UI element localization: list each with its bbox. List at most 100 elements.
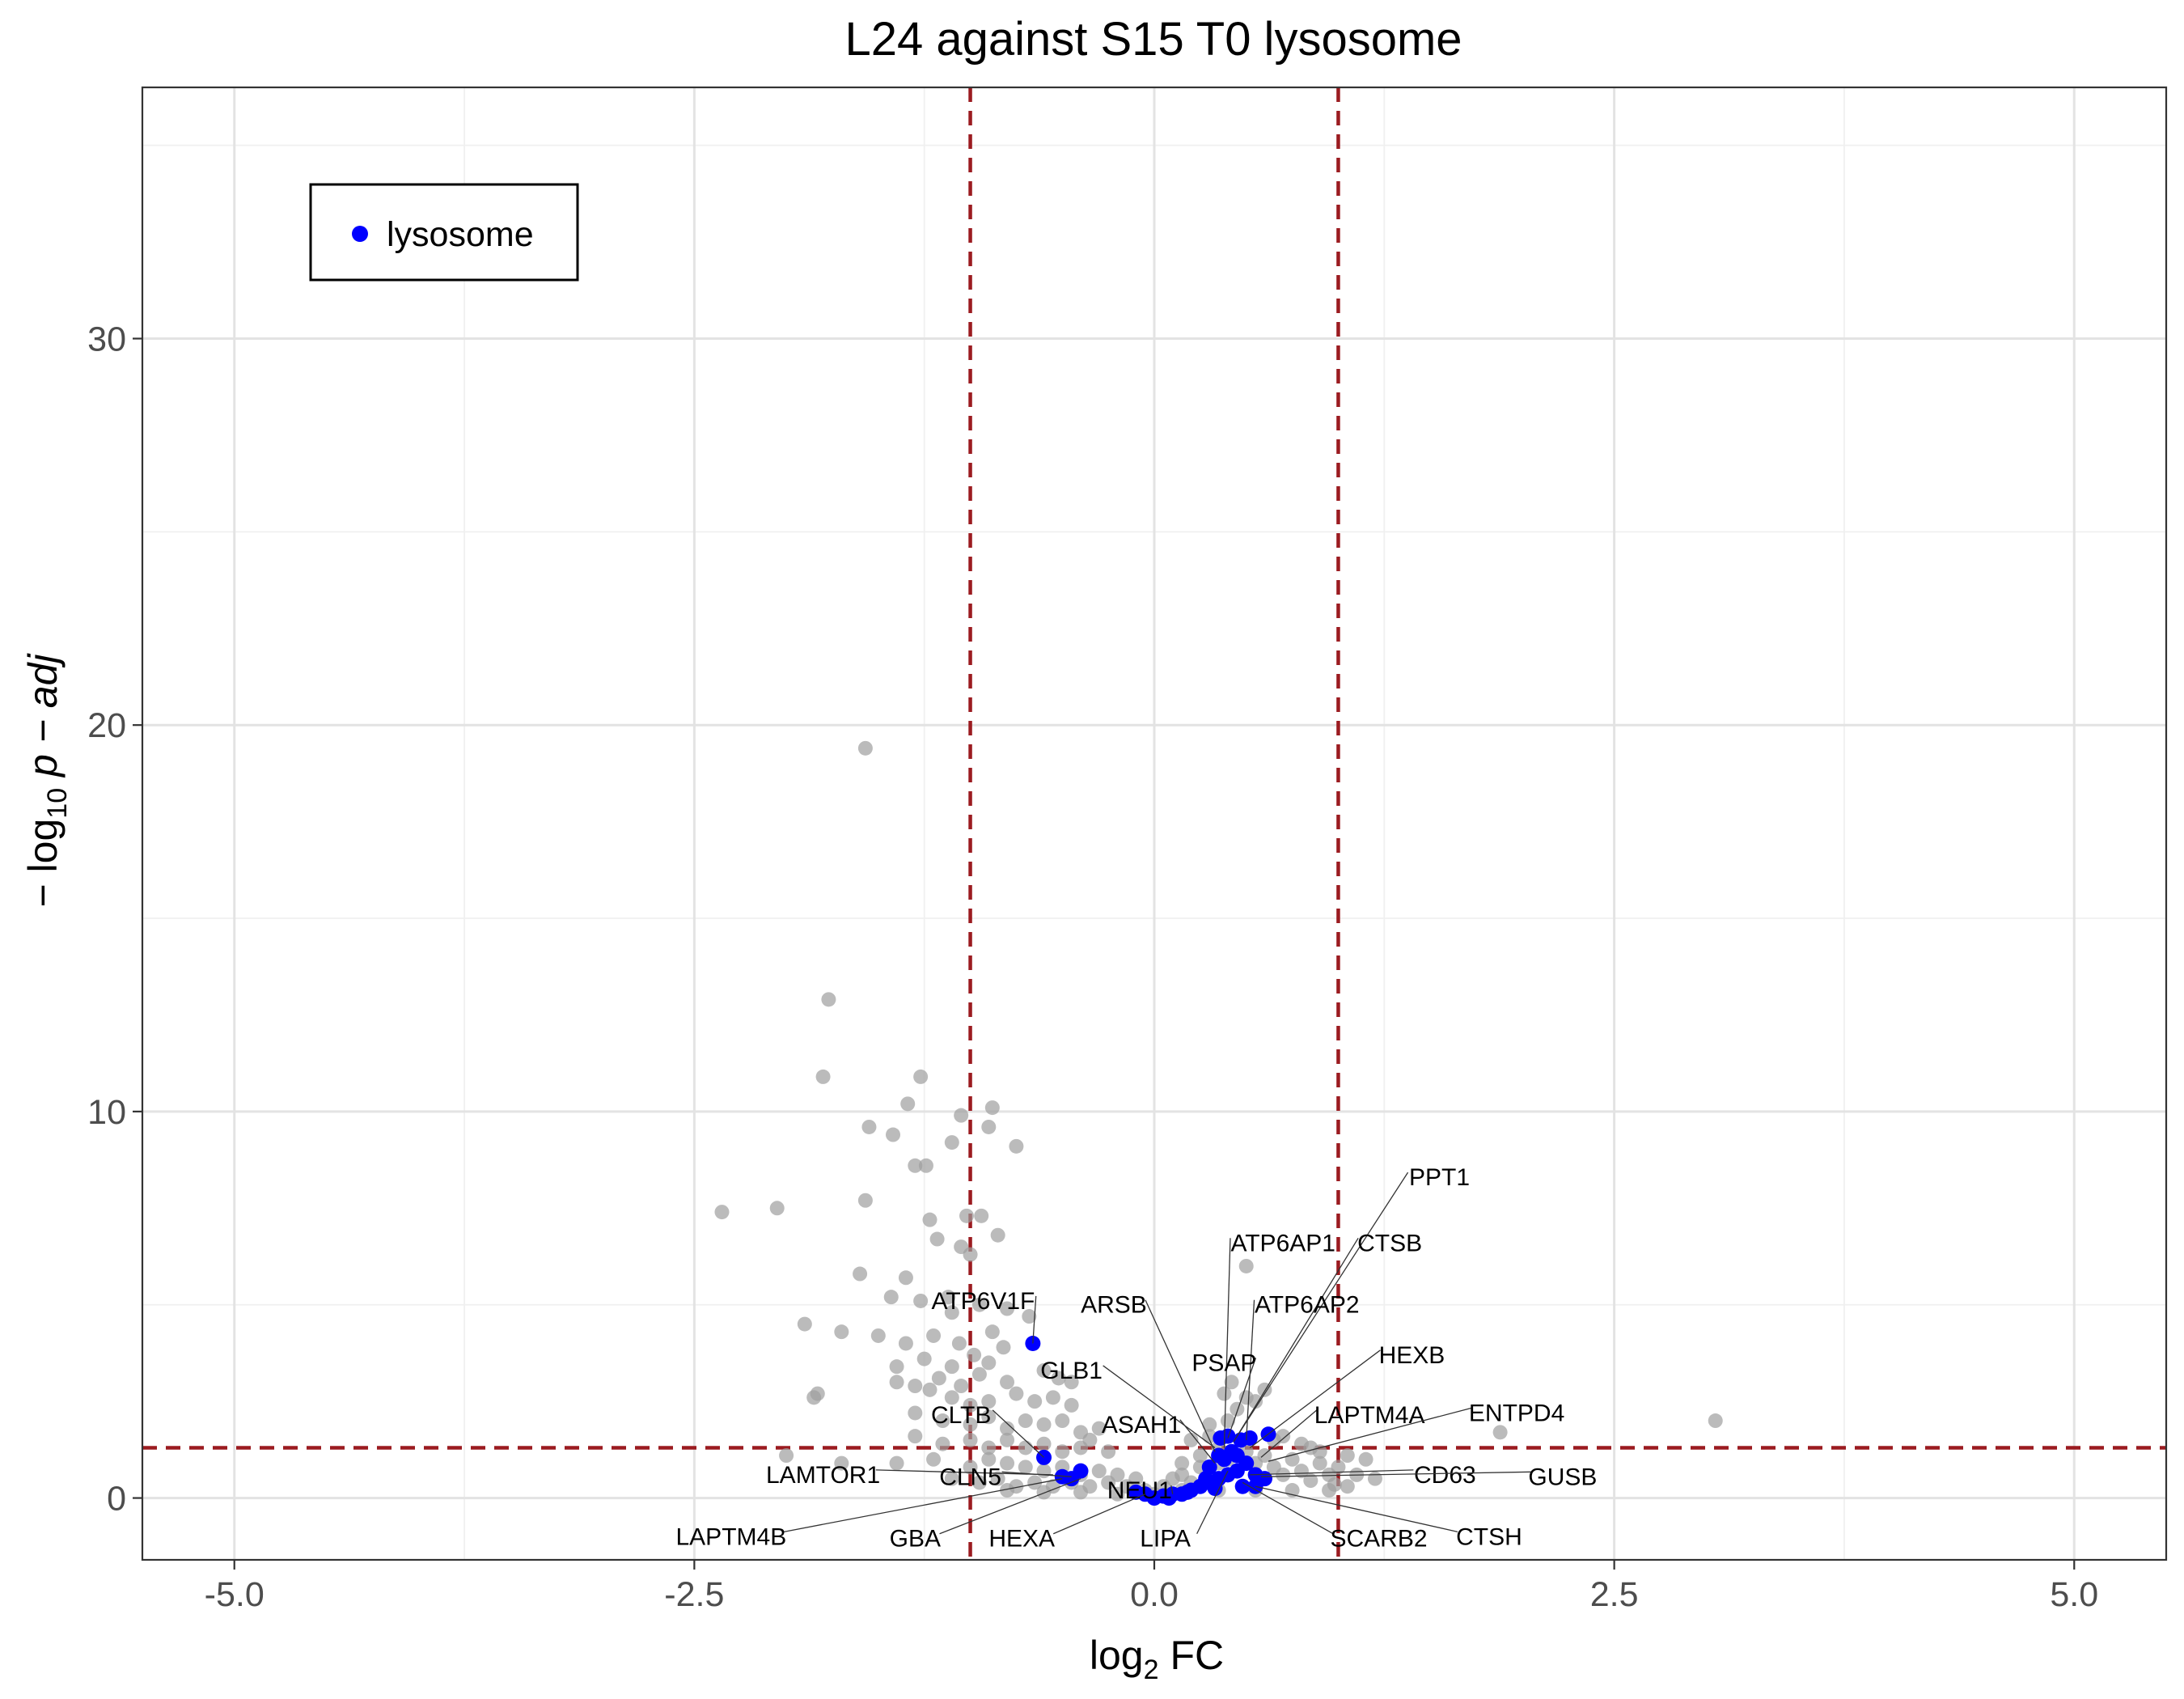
lysosome-point: [1234, 1478, 1251, 1494]
protein-point: [1192, 1448, 1208, 1464]
x-tick-label: 5.0: [2050, 1575, 2098, 1614]
lysosome-point: [1207, 1481, 1223, 1497]
protein-point: [916, 1351, 932, 1366]
protein-point: [1101, 1475, 1116, 1490]
y-tick-label: 30: [87, 320, 126, 358]
protein-point: [981, 1355, 997, 1371]
protein-point: [769, 1201, 785, 1216]
protein-point: [1073, 1485, 1089, 1500]
protein-point: [959, 1208, 974, 1223]
protein-point: [1082, 1432, 1098, 1447]
protein-point: [935, 1436, 950, 1451]
annotation-leader-line: [1032, 1295, 1037, 1344]
protein-point: [908, 1405, 923, 1421]
protein-point: [1091, 1421, 1107, 1436]
protein-point: [797, 1316, 812, 1332]
y-axis-title-prefix: − log: [20, 819, 66, 908]
protein-point: [971, 1475, 987, 1490]
protein-point: [944, 1390, 959, 1405]
gene-label: ASAH1: [1102, 1412, 1181, 1438]
annotation-leader-line: [1236, 1237, 1359, 1437]
protein-point: [967, 1347, 982, 1362]
protein-point: [1036, 1436, 1052, 1451]
protein-point: [974, 1208, 989, 1223]
lysosome-point: [1064, 1471, 1080, 1487]
lysosome-point: [1238, 1455, 1255, 1472]
protein-point: [1340, 1479, 1355, 1494]
protein-point: [1036, 1417, 1052, 1432]
chart-title: L24 against S15 T0 lysosome: [844, 13, 1462, 66]
protein-point: [821, 992, 836, 1007]
gene-label: ENTPD4: [1469, 1400, 1564, 1426]
gene-label: CTSH: [1456, 1523, 1522, 1550]
annotation-leader-line: [783, 1478, 1063, 1532]
annotation-leader-line: [1145, 1299, 1216, 1452]
protein-point: [1055, 1413, 1070, 1429]
protein-point: [913, 1293, 929, 1308]
gene-label: GBA: [890, 1526, 941, 1553]
protein-point: [834, 1324, 849, 1340]
protein-point: [1045, 1390, 1060, 1405]
gene-label: CD63: [1414, 1462, 1476, 1489]
protein-point: [944, 1135, 959, 1150]
protein-point: [1331, 1460, 1346, 1475]
protein-point: [984, 1100, 1000, 1116]
annotation-leader-line: [1103, 1365, 1216, 1448]
data-points: [714, 740, 1723, 1506]
gene-label: ATP6AP1: [1230, 1230, 1335, 1256]
annotation-leader-line: [992, 1409, 1044, 1458]
annotation-leader-line: [1233, 1172, 1409, 1443]
protein-point: [1276, 1467, 1291, 1482]
legend-lysosome-marker: [352, 226, 368, 242]
protein-point: [815, 1069, 831, 1084]
protein-point: [996, 1340, 1011, 1355]
protein-point: [1101, 1444, 1116, 1460]
protein-point: [1492, 1425, 1508, 1440]
gene-label: HEXB: [1379, 1342, 1445, 1369]
protein-point: [918, 1158, 933, 1173]
axis-ticks: -5.0 -2.5 0.0 2.5 5.0 0 10 20 30: [87, 320, 2098, 1614]
protein-point: [900, 1096, 916, 1112]
protein-point: [990, 1471, 1005, 1486]
grid-lines: [142, 87, 2166, 1560]
protein-point: [1022, 1309, 1037, 1324]
protein-point: [941, 1290, 956, 1305]
protein-point: [981, 1451, 997, 1467]
protein-point: [963, 1397, 978, 1413]
protein-point: [853, 1266, 868, 1282]
gene-label: CLN5: [939, 1464, 1001, 1490]
protein-point: [1248, 1394, 1263, 1409]
protein-point: [981, 1119, 997, 1134]
protein-point: [931, 1371, 946, 1386]
protein-point: [1293, 1436, 1309, 1451]
y-tick-label: 0: [107, 1480, 126, 1519]
protein-point: [1000, 1483, 1015, 1498]
gene-label: CLTB: [931, 1402, 991, 1429]
protein-point: [1327, 1477, 1342, 1492]
protein-point: [963, 1247, 978, 1262]
protein-point: [1018, 1440, 1033, 1455]
protein-point: [1303, 1473, 1318, 1489]
protein-point: [806, 1390, 822, 1405]
y-tick-label: 20: [87, 706, 126, 745]
protein-point: [944, 1471, 959, 1486]
protein-point: [981, 1409, 997, 1425]
protein-point: [1230, 1401, 1245, 1417]
gene-annotations: PPT1 ATP6AP1 CTSB ATP6V1F ARSB ATP6AP2 HEXB PSA…: [675, 1164, 1597, 1553]
protein-point: [1000, 1455, 1015, 1471]
protein-point: [1217, 1386, 1232, 1401]
x-axis-title-rest: FC: [1159, 1633, 1225, 1678]
protein-point: [1202, 1417, 1217, 1432]
annotation-leader-line: [1249, 1349, 1381, 1448]
protein-point: [898, 1336, 913, 1351]
protein-point: [898, 1270, 913, 1286]
protein-point: [889, 1359, 904, 1375]
annotation-leader-line: [1268, 1407, 1471, 1462]
protein-point: [1036, 1362, 1052, 1378]
annotation-leader-line: [1260, 1409, 1318, 1458]
legend-lysosome-label: lysosome: [387, 215, 534, 254]
protein-point: [990, 1227, 1005, 1243]
protein-point: [1000, 1301, 1015, 1316]
protein-point: [981, 1440, 997, 1455]
